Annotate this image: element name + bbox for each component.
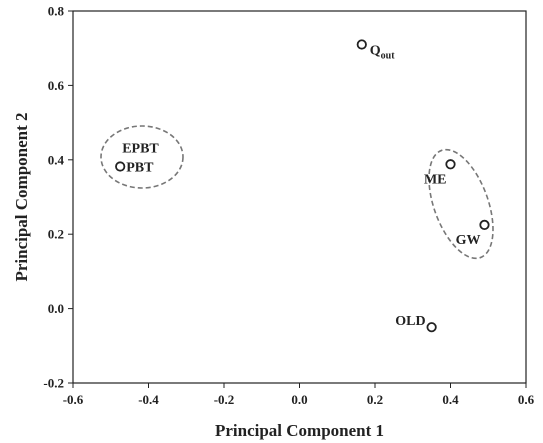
- point-label: ME: [424, 172, 447, 187]
- x-tick-label: 0.0: [291, 392, 307, 407]
- data-points: [115, 39, 490, 333]
- y-tick-label: -0.2: [43, 376, 64, 391]
- point-label: OLD: [395, 314, 425, 329]
- data-point: [115, 161, 126, 172]
- point-label: GW: [456, 233, 481, 248]
- y-tick-label: 0.6: [48, 78, 65, 93]
- x-tick-label: 0.6: [518, 392, 535, 407]
- x-tick-label: -0.6: [63, 392, 84, 407]
- y-tick-label: 0.8: [48, 4, 65, 19]
- data-point: [479, 219, 490, 230]
- axes: -0.6 -0.4 -0.2 0.0 0.2 0.4 0.6 -0.2 0.0 0.2 0.4 0.6…: [43, 4, 534, 408]
- point-label: EPBT: [122, 141, 159, 156]
- cluster-ellipse: [100, 125, 184, 189]
- data-point: [445, 159, 456, 170]
- cluster-ellipse: [428, 148, 494, 260]
- y-axis-title: Principal Component 2: [12, 112, 31, 281]
- y-tick-label: 0.4: [48, 152, 65, 167]
- data-point: [356, 39, 367, 50]
- plot-frame: [72, 10, 527, 384]
- cluster-ellipses: [100, 125, 494, 260]
- x-tick-label: 0.2: [367, 392, 383, 407]
- x-tick-label: -0.4: [138, 392, 159, 407]
- point-labels: Qout EPBT PBT ME GW OLD: [122, 43, 480, 329]
- data-point: [426, 322, 437, 333]
- point-label: Qout: [370, 43, 395, 61]
- point-label: PBT: [126, 160, 154, 175]
- y-tick-label: 0.2: [48, 227, 64, 242]
- x-tick-label: -0.2: [214, 392, 235, 407]
- y-tick-label: 0.0: [48, 301, 64, 316]
- x-axis-title: Principal Component 1: [215, 421, 384, 440]
- x-tick-label: 0.4: [442, 392, 459, 407]
